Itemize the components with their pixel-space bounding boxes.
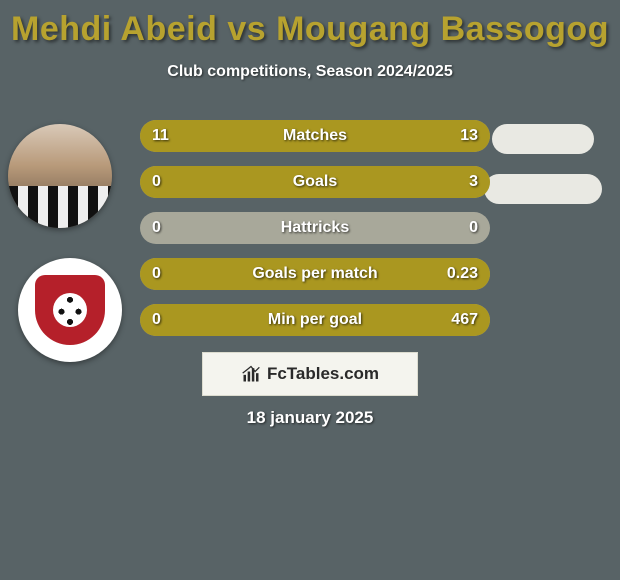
- player-right-badge: [18, 258, 122, 362]
- stat-label: Min per goal: [140, 304, 490, 336]
- brand-label: FcTables.com: [267, 364, 379, 384]
- stat-label: Goals per match: [140, 258, 490, 290]
- stat-row: 0467Min per goal: [140, 304, 490, 336]
- player-right-avatar: [18, 258, 122, 362]
- chart-icon: [241, 364, 261, 384]
- stat-label: Hattricks: [140, 212, 490, 244]
- decorative-pill-1: [492, 124, 594, 154]
- stat-label: Goals: [140, 166, 490, 198]
- decorative-pill-2: [484, 174, 602, 204]
- stat-row: 00Hattricks: [140, 212, 490, 244]
- soccer-ball-icon: [53, 293, 87, 327]
- stat-row: 1113Matches: [140, 120, 490, 152]
- date-label: 18 january 2025: [0, 408, 620, 428]
- stats-rows: 1113Matches 03Goals 00Hattricks 00.23Goals …: [140, 120, 490, 350]
- comparison-infographic: Mehdi Abeid vs Mougang Bassogog Club com…: [0, 0, 620, 580]
- jersey-stripes: [8, 186, 112, 228]
- player-left-avatar-placeholder: [8, 124, 112, 228]
- subtitle: Club competitions, Season 2024/2025: [0, 63, 620, 81]
- stat-label: Matches: [140, 120, 490, 152]
- club-badge: [35, 275, 105, 345]
- brand-footer[interactable]: FcTables.com: [202, 352, 418, 396]
- stat-row: 00.23Goals per match: [140, 258, 490, 290]
- page-title: Mehdi Abeid vs Mougang Bassogog: [0, 0, 620, 49]
- stat-row: 03Goals: [140, 166, 490, 198]
- player-left-avatar: [8, 124, 112, 228]
